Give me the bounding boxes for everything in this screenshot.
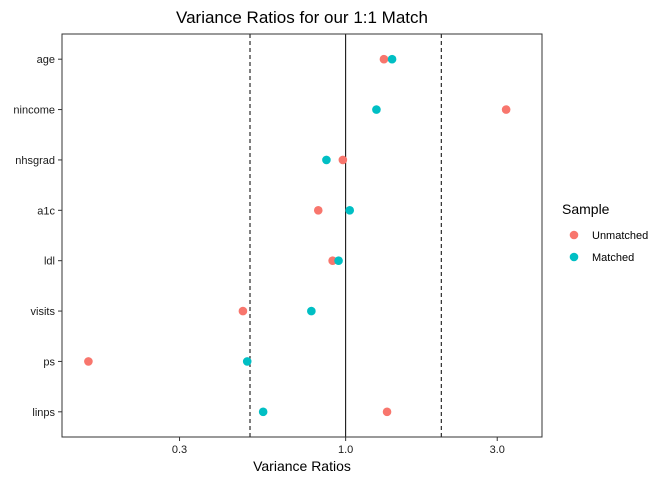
legend: Sample Unmatched Matched	[562, 201, 648, 264]
y-tick-label-nhsgrad: nhsgrad	[15, 155, 55, 167]
point-unmatched-nincome	[501, 105, 511, 114]
point-unmatched-ldl	[328, 256, 337, 265]
point-matched-nhsgrad	[322, 155, 331, 165]
data-points	[84, 54, 511, 417]
point-matched-ps	[242, 357, 252, 366]
point-matched-ldl	[334, 256, 343, 265]
y-tick-label-ps: ps	[43, 356, 55, 368]
legend-label-unmatched: Unmatched	[592, 230, 648, 242]
y-tick-label-age: age	[37, 54, 55, 66]
point-unmatched-ps	[84, 357, 93, 366]
x-axis-ticks: 0.3 1.0 3.0	[172, 437, 505, 456]
legend-title: Sample	[562, 201, 610, 217]
y-tick-label-visits: visits	[31, 306, 56, 318]
point-unmatched-a1c	[313, 206, 323, 215]
y-tick-label-ldl: ldl	[44, 256, 55, 268]
point-matched-visits	[307, 306, 316, 316]
y-axis-ticks: age nincome nhsgrad a1c ldl visits ps linps	[13, 54, 62, 419]
y-tick-label-linps: linps	[32, 407, 55, 419]
x-tick-label-1-0: 1.0	[338, 444, 353, 456]
x-axis-title: Variance Ratios	[253, 458, 351, 474]
plot-panel-border	[61, 33, 543, 438]
legend-key-matched	[569, 252, 579, 262]
y-tick-label-a1c: a1c	[37, 205, 55, 217]
chart-title: Variance Ratios for our 1:1 Match	[176, 8, 428, 27]
point-unmatched-nhsgrad	[338, 155, 348, 165]
point-matched-a1c	[345, 206, 355, 215]
point-matched-age	[387, 54, 397, 64]
x-tick-label-0-3: 0.3	[172, 444, 187, 456]
legend-label-matched: Matched	[592, 252, 634, 264]
reference-lines	[249, 34, 442, 437]
legend-key-unmatched	[569, 230, 579, 240]
x-tick-label-3-0: 3.0	[490, 444, 505, 456]
point-unmatched-linps	[382, 407, 392, 417]
point-matched-nincome	[372, 105, 381, 114]
legend-items: Unmatched Matched	[569, 230, 648, 264]
point-unmatched-age	[379, 54, 389, 64]
point-unmatched-visits	[238, 306, 248, 316]
point-matched-linps	[258, 407, 268, 417]
y-tick-label-nincome: nincome	[13, 105, 55, 117]
